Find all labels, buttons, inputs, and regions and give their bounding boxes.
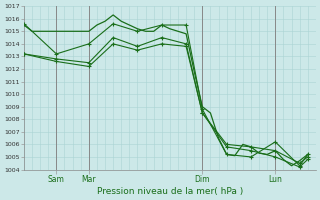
- X-axis label: Pression niveau de la mer( hPa ): Pression niveau de la mer( hPa ): [97, 187, 243, 196]
